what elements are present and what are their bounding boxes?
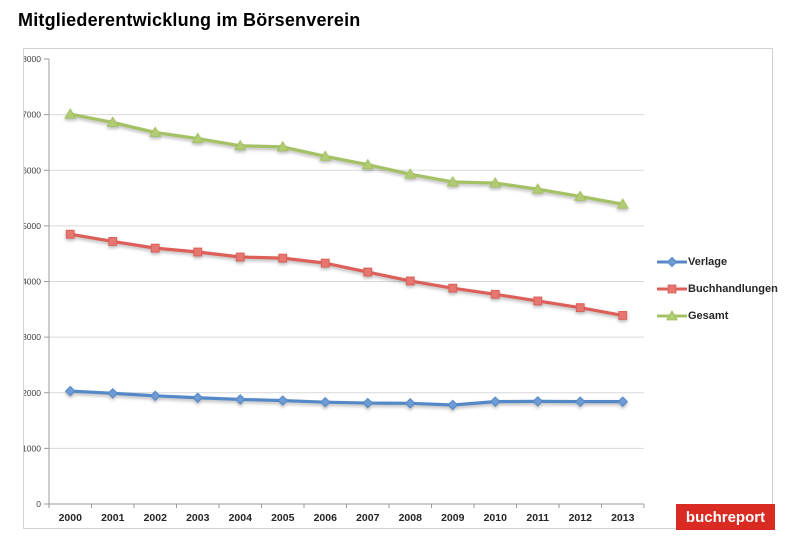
- x-category-label: 2006: [314, 512, 338, 524]
- x-category-label: 2003: [186, 512, 210, 524]
- legend-label: Buchhandlungen: [688, 282, 778, 295]
- legend-label: Gesamt: [688, 309, 729, 322]
- buchhandlungen-line-marker-icon: [656, 283, 688, 295]
- x-category-label: 2012: [569, 512, 593, 524]
- series-gesamt: [64, 108, 629, 209]
- x-category-label: 2004: [229, 512, 253, 524]
- series-buchhandlungen: [65, 229, 628, 320]
- y-tick-label: 7000: [24, 110, 41, 120]
- x-category-label: 2005: [271, 512, 295, 524]
- x-category-label: 2010: [484, 512, 508, 524]
- x-category-label: 2007: [356, 512, 380, 524]
- line-chart-plot: 0 1000 2000 3000 4000 5000 6000 7000 8000 2000 200…: [24, 54, 645, 524]
- y-tick-label: 8000: [24, 54, 41, 64]
- chart-legend: Verlage Buchhandlungen Gesamt: [656, 248, 778, 329]
- legend-item-verlage: Verlage: [656, 248, 778, 275]
- buchreport-logo: buchreport: [676, 504, 775, 530]
- x-category-label: 2013: [611, 512, 635, 524]
- x-category-label: 2009: [441, 512, 465, 524]
- page-title: Mitgliederentwicklung im Börsenverein: [18, 10, 361, 30]
- gesamt-line-marker-icon: [656, 309, 688, 322]
- series-verlage: [64, 385, 629, 411]
- legend-item-buchhandlungen: Buchhandlungen: [656, 275, 778, 302]
- y-tick-label: 3000: [24, 332, 41, 342]
- legend-label: Verlage: [688, 255, 728, 268]
- x-category-label: 2001: [101, 512, 125, 524]
- y-tick-label: 4000: [24, 277, 41, 287]
- y-tick-label: 6000: [24, 165, 41, 175]
- legend-item-gesamt: Gesamt: [656, 302, 778, 329]
- x-category-label: 2008: [399, 512, 423, 524]
- gridlines: [49, 114, 644, 449]
- y-tick-label: 1000: [24, 443, 41, 453]
- y-tick-label: 0: [36, 499, 41, 509]
- x-category-label: 2000: [59, 512, 83, 524]
- y-tick-label: 5000: [24, 221, 41, 231]
- x-category-label: 2002: [144, 512, 168, 524]
- y-tick-label: 2000: [24, 388, 41, 398]
- verlage-line-marker-icon: [656, 256, 688, 268]
- x-category-label: 2011: [526, 512, 549, 524]
- chart-area: 0 1000 2000 3000 4000 5000 6000 7000 8000 2000 200…: [23, 48, 778, 529]
- axes: 0 1000 2000 3000 4000 5000 6000 7000 8000 2000 200…: [24, 54, 645, 524]
